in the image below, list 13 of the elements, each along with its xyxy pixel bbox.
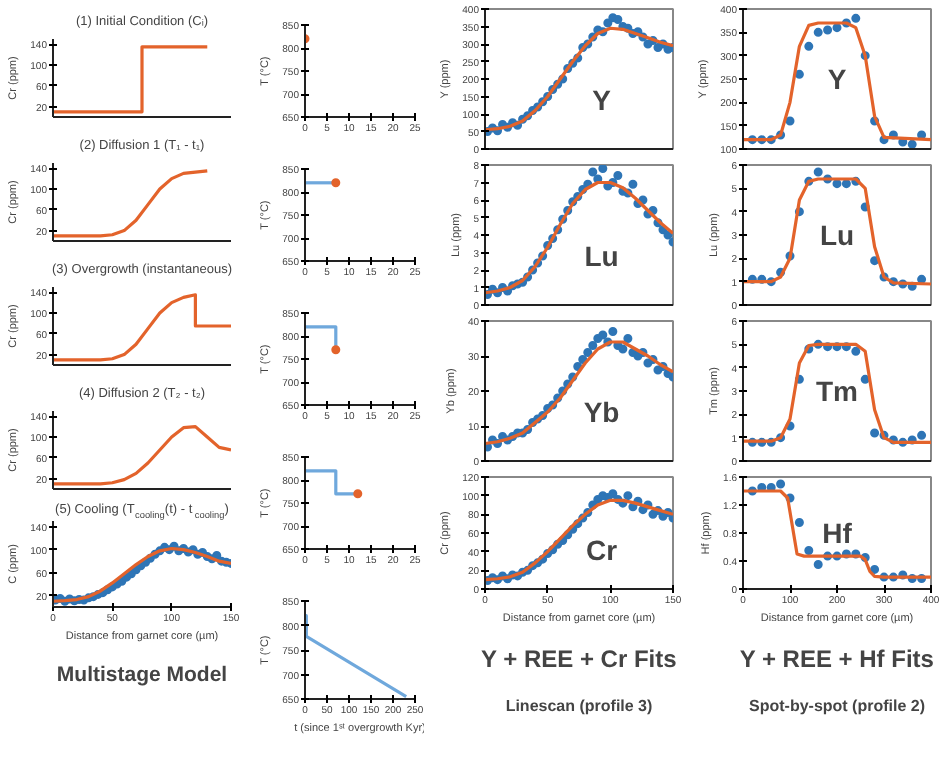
text: Multistage Model — [56, 663, 228, 687]
text: Tm — [816, 375, 858, 407]
text: Linescan (profile 3) — [505, 697, 654, 715]
text: Lu — [819, 219, 855, 251]
text: Y — [827, 63, 848, 95]
text: Y — [592, 84, 613, 116]
text: Yb — [583, 396, 620, 428]
text: Y + REE + Cr Fits — [480, 645, 678, 673]
text: Lu — [584, 240, 619, 272]
text: Hf — [822, 517, 853, 549]
text: Y + REE + Hf Fits — [739, 645, 935, 673]
text: Spot-by-spot (profile 2) — [749, 697, 926, 715]
text: Cr — [586, 533, 619, 566]
